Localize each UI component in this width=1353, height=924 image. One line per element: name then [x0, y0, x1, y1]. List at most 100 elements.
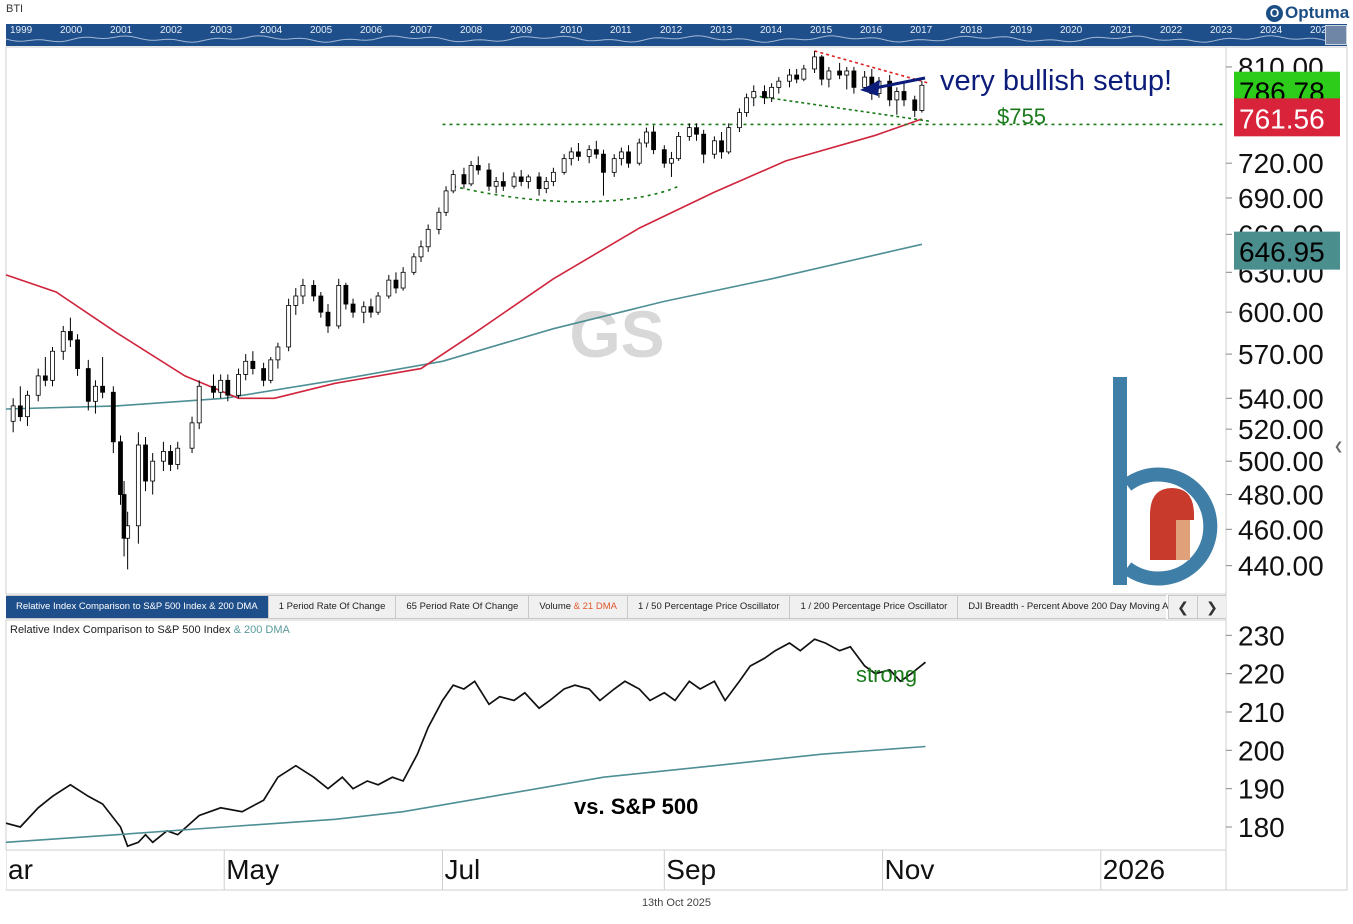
- candle-body: [468, 165, 474, 185]
- tab-scroll-left-icon[interactable]: ❮: [1168, 596, 1197, 618]
- price-value-label-bg: [1234, 98, 1340, 137]
- candle: [443, 186, 449, 216]
- candle-body: [350, 303, 356, 313]
- candle: [75, 334, 80, 376]
- candle-body: [862, 76, 868, 88]
- indicator-tab[interactable]: 1 Period Rate Of Change: [269, 596, 397, 618]
- timeline-year-label[interactable]: 2011: [610, 25, 632, 36]
- candle: [536, 172, 542, 196]
- timeline-year-label[interactable]: 2004: [260, 25, 283, 36]
- candle: [10, 398, 16, 433]
- candle-body: [35, 375, 41, 396]
- timeline-window-handle[interactable]: [1325, 25, 1347, 45]
- candle: [586, 145, 592, 164]
- candle: [744, 93, 749, 117]
- timeline-year-label[interactable]: 2021: [1110, 25, 1133, 36]
- candle-body: [776, 80, 782, 88]
- timeline-year-label[interactable]: 2003: [210, 25, 233, 36]
- candle: [475, 156, 481, 175]
- brand-logo: [1113, 377, 1218, 586]
- candle-body: [794, 74, 800, 80]
- candle-body: [121, 494, 127, 539]
- annotation-bullish-text: very bullish setup!: [940, 65, 1172, 97]
- timeline-year-label[interactable]: 2016: [860, 25, 883, 36]
- candle: [85, 359, 91, 411]
- candle: [887, 75, 893, 107]
- candle: [486, 163, 492, 191]
- timeline-year-label[interactable]: 2009: [510, 25, 533, 36]
- timeline-year-label[interactable]: 2017: [910, 25, 933, 36]
- lower-y-tick-label: 220: [1238, 659, 1285, 690]
- candle: [275, 342, 281, 369]
- timeline-year-label[interactable]: 2024: [1260, 25, 1283, 36]
- candle-body: [726, 127, 732, 153]
- upper-y-tick-label: 600.00: [1238, 297, 1324, 328]
- indicator-tab-label: 1 / 50 Percentage Price Oscillator: [637, 601, 780, 612]
- candle-body: [118, 441, 123, 495]
- timeline-year-label[interactable]: 2018: [960, 25, 983, 36]
- candle-body: [268, 359, 274, 381]
- upper-panel-frame: [5, 46, 1227, 595]
- timeline-sparkline: [6, 35, 1345, 43]
- tab-scroll-right-icon[interactable]: ❯: [1197, 596, 1226, 618]
- candle-body: [436, 211, 442, 230]
- timeline-year-label[interactable]: 2025: [1310, 25, 1333, 36]
- indicator-tab[interactable]: 65 Period Rate Of Change: [396, 596, 530, 618]
- timeline-year-label[interactable]: 2014: [760, 25, 783, 36]
- candle: [261, 362, 266, 387]
- watermark-text: GS: [569, 297, 664, 371]
- lower-y-tick-label: 210: [1238, 697, 1285, 728]
- timeline-year-label[interactable]: 2008: [460, 25, 483, 36]
- timeline-year-label[interactable]: 2019: [1010, 25, 1033, 36]
- timeline-year-label[interactable]: 2000: [60, 25, 83, 36]
- timeline-year-label[interactable]: 2012: [660, 25, 683, 36]
- candle: [701, 129, 707, 164]
- candle-body: [218, 379, 224, 393]
- candle: [618, 147, 624, 166]
- candle: [636, 138, 642, 166]
- candle: [135, 432, 141, 544]
- timeline-navigator[interactable]: 1999 2000 2001 2002 2003 2004 2005 2006 2007 2008…: [6, 24, 1347, 46]
- timeline-year-label[interactable]: 2020: [1060, 25, 1083, 36]
- candle: [393, 272, 399, 294]
- candle: [737, 108, 742, 133]
- indicator-tab[interactable]: Volume & 21 DMA: [529, 596, 628, 618]
- candle-body: [211, 385, 216, 393]
- candle: [100, 356, 105, 399]
- indicator-tab[interactable]: 1 / 200 Percentage Price Oscillator: [790, 596, 959, 618]
- candle: [60, 325, 66, 360]
- candle: [250, 351, 256, 375]
- panel-expand-icon[interactable]: ❮: [1334, 441, 1344, 453]
- timeline-year-label[interactable]: 1999: [10, 25, 33, 36]
- candle-body: [511, 176, 517, 187]
- timeline-year-label[interactable]: 2002: [160, 25, 183, 36]
- timeline-year-label[interactable]: 2013: [710, 25, 733, 36]
- candle-body: [500, 181, 506, 187]
- candle: [375, 292, 381, 315]
- timeline-year-label[interactable]: 2022: [1160, 25, 1183, 36]
- timeline-year-label[interactable]: 2023: [1210, 25, 1233, 36]
- candle-body: [844, 70, 850, 76]
- candle-body: [812, 56, 817, 70]
- indicator-tab[interactable]: Relative Index Comparison to S&P 500 Ind…: [6, 596, 269, 618]
- candle-body: [261, 368, 266, 381]
- upper-y-tick-label: 500.00: [1238, 446, 1324, 477]
- candle: [425, 224, 431, 252]
- timeline-year-label[interactable]: 2010: [560, 25, 583, 36]
- candle-body: [626, 151, 631, 164]
- candle: [644, 127, 649, 148]
- indicator-tab[interactable]: 1 / 50 Percentage Price Oscillator: [628, 596, 791, 618]
- candle-body: [311, 284, 317, 297]
- timeline-year-label[interactable]: 2007: [410, 25, 433, 36]
- timeline-year-label[interactable]: 2006: [360, 25, 383, 36]
- footer-date: 13th Oct 2025: [641, 897, 712, 909]
- candle-body: [912, 99, 918, 111]
- candle: [651, 125, 656, 155]
- candle: [50, 346, 55, 387]
- timeline-year-label[interactable]: 2015: [810, 25, 833, 36]
- candle-body: [525, 176, 531, 182]
- timeline-year-label[interactable]: 2001: [110, 25, 133, 36]
- timeline-year-label[interactable]: 2005: [310, 25, 333, 36]
- candle: [500, 172, 506, 191]
